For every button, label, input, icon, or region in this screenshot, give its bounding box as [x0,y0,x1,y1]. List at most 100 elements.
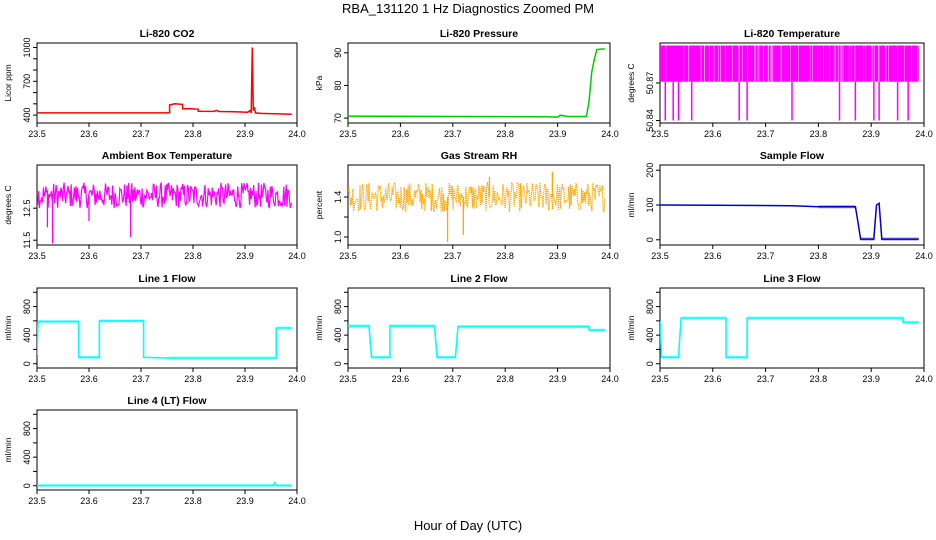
x-tick-label: 23.6 [704,251,722,261]
series-line [37,320,292,359]
x-tick-label: 24.0 [288,374,306,384]
y-axis-label: kPa [314,75,324,90]
series-noise [589,328,605,332]
data-layer [37,319,292,360]
series-noise [348,324,369,328]
x-tick-label: 23.5 [339,374,357,384]
y-axis-label: percent [314,190,324,219]
y-axis-label: ml/min [3,315,13,340]
x-tick-label: 23.5 [28,251,46,261]
series-noise [881,237,919,241]
x-tick-label: 23.7 [444,129,462,139]
panel-title: Line 3 Flow [763,273,821,285]
series-noise [99,319,144,323]
series-noise [276,326,292,330]
y-tick-label: 0 [645,361,655,366]
series-noise [726,355,748,359]
data-layer [348,48,605,118]
y-tick-label: 1000 [22,37,32,57]
y-tick-label: 400 [22,328,32,343]
y-tick-label: 800 [645,299,655,314]
chart-panel-3: Li-820 Temperature degrees C 23.5 23.6 23.7 2… [626,28,933,139]
series-noise [747,316,903,320]
y-axis-label: Licor ppm [3,64,13,101]
x-tick-label: 23.7 [132,374,150,384]
series-noise [681,316,726,320]
y-tick-label: 1.0 [333,231,343,244]
chart-panel-9: Line 3 Flow ml/min 23.5 23.6 23.7 23.8 23.9 24.… [626,273,933,384]
plot-frame [347,42,611,124]
x-tick-label: 23.9 [236,251,254,261]
plot-frame [36,409,298,491]
x-tick-label: 23.6 [80,374,98,384]
panel-title: Li-820 CO2 [140,28,195,40]
series-line [348,325,605,359]
y-axis-label: degrees C [626,63,636,102]
series-noise [902,320,919,324]
x-tick-label: 24.0 [915,129,933,139]
x-tick-label: 23.5 [339,251,357,261]
x-tick-label: 23.8 [184,129,202,139]
x-tick-label: 23.5 [28,496,46,506]
y-tick-label: 800 [333,299,343,314]
x-tick-label: 23.6 [80,251,98,261]
series-line [660,317,919,359]
x-tick-label: 23.9 [862,374,880,384]
panel-title: Li-820 Temperature [744,28,840,40]
x-tick-label: 23.5 [651,129,669,139]
x-tick-label: 23.7 [132,129,150,139]
series-noise [860,237,874,241]
panel-title: Line 2 Flow [450,273,508,285]
y-axis-label: ml/min [3,437,13,462]
chart-panel-5: Gas Stream RH percent 23.5 23.6 23.7 23.8 23.9… [314,150,619,261]
series-line [348,48,605,118]
y-tick-label: 12.5 [22,199,32,217]
x-tick-label: 23.7 [444,251,462,261]
plot-frame [659,287,925,369]
panel-title: Gas Stream RH [441,150,517,162]
panel-title: Line 1 Flow [138,273,196,285]
y-tick-label: 0 [333,361,343,366]
y-tick-label: 200 [645,163,655,178]
x-tick-label: 23.7 [757,374,775,384]
x-tick-label: 23.6 [392,129,410,139]
series-noise [37,483,274,488]
y-axis-label: degrees C [3,185,13,224]
x-tick-label: 23.7 [132,251,150,261]
series-noise [276,483,292,488]
chart-panel-6: Sample Flow ml/min 23.5 23.6 23.7 23.8 23.9 24.… [626,150,933,261]
y-tick-label: 100 [645,197,655,212]
y-tick-label: 400 [22,450,32,465]
x-tick-label: 24.0 [915,251,933,261]
chart-panel-1: Li-820 CO2 Licor ppm 23.5 23.6 23.7 23.8 23.9 2… [3,28,306,139]
data-layer [37,181,293,244]
x-tick-label: 23.9 [549,251,567,261]
x-tick-label: 23.9 [236,129,254,139]
x-tick-label: 23.9 [236,496,254,506]
x-tick-label: 23.7 [757,129,775,139]
panel-title: Sample Flow [760,150,825,162]
x-tick-label: 24.0 [288,129,306,139]
x-tick-label: 23.6 [80,129,98,139]
y-axis-label: ml/min [314,315,324,340]
x-tick-label: 24.0 [915,374,933,384]
y-tick-label: 11.5 [22,232,32,249]
y-tick-label: 50.84 [645,109,655,132]
x-tick-label: 23.5 [339,129,357,139]
y-tick-label: 50.87 [645,72,655,95]
y-tick-label: 800 [22,421,32,436]
plot-frame [347,287,611,369]
x-tick-label: 23.9 [862,129,880,139]
x-tick-label: 23.7 [757,251,775,261]
x-tick-label: 23.8 [496,374,514,384]
chart-panel-4: Ambient Box Temperature degrees C 23.5 23.6… [3,150,306,261]
x-tick-label: 23.6 [392,374,410,384]
y-tick-label: 700 [22,74,32,89]
x-tick-label: 23.7 [444,374,462,384]
plot-frame [36,42,298,124]
data-layer [348,172,606,242]
x-tick-label: 23.8 [496,251,514,261]
y-axis-label: ml/min [626,192,636,217]
panel-title: Li-820 Pressure [440,28,518,40]
